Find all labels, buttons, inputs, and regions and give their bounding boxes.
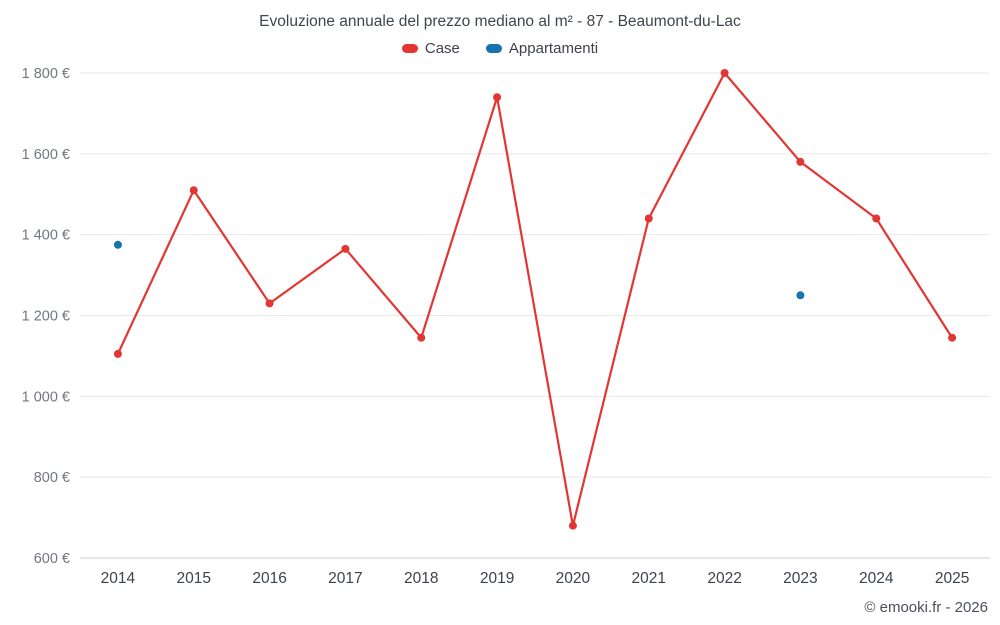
case-data-point[interactable] (948, 333, 957, 342)
x-axis-tick-label: 2020 (556, 570, 591, 587)
case-data-point[interactable] (720, 69, 729, 77)
x-axis-tick-label: 2021 (632, 570, 666, 587)
x-axis-tick-label: 2018 (404, 570, 438, 587)
case-data-point[interactable] (113, 349, 122, 358)
appartamenti-data-point[interactable] (796, 291, 805, 300)
appartamenti-data-point[interactable] (113, 240, 122, 249)
x-axis-tick-label: 2017 (328, 570, 362, 587)
y-axis-tick-label: 1 000 € (22, 389, 70, 405)
x-axis-tick-label: 2022 (707, 570, 741, 587)
y-axis-tick-label: 1 200 € (22, 309, 70, 325)
legend-label-case: Case (424, 40, 460, 57)
case-data-point[interactable] (644, 214, 653, 223)
x-axis-tick-label: 2019 (480, 570, 514, 587)
x-axis-tick-label: 2023 (783, 570, 817, 587)
case-data-point[interactable] (265, 299, 274, 308)
x-axis-tick-label: 2024 (859, 570, 894, 587)
case-data-point[interactable] (568, 521, 577, 530)
case-data-point[interactable] (189, 186, 198, 195)
chart-legend: Case Appartamenti (0, 40, 1000, 57)
chart-credit: © emooki.fr - 2026 (864, 599, 988, 616)
case-series-marker-icon (401, 44, 418, 53)
y-axis-tick-label: 800 € (34, 470, 70, 486)
case-data-point[interactable] (493, 93, 502, 102)
case-data-point[interactable] (341, 244, 350, 253)
x-axis-tick-label: 2025 (935, 570, 969, 587)
legend-item-case[interactable]: Case (401, 40, 460, 57)
x-axis-tick-label: 2014 (101, 570, 136, 587)
chart-title: Evoluzione annuale del prezzo mediano al… (259, 13, 741, 30)
legend-item-appartamenti[interactable]: Appartamenti (485, 40, 599, 57)
case-data-point[interactable] (872, 214, 881, 223)
case-data-point[interactable] (417, 333, 426, 342)
appartamenti-series-marker-icon (485, 44, 502, 53)
y-axis-tick-label: 600 € (34, 551, 70, 567)
y-axis-tick-label: 1 600 € (22, 147, 70, 163)
case-data-point[interactable] (796, 157, 805, 166)
y-axis-tick-label: 1 800 € (22, 66, 70, 82)
case-line (116, 71, 954, 527)
x-axis-tick-label: 2016 (252, 570, 286, 587)
x-axis-tick-label: 2015 (177, 570, 211, 587)
y-axis-tick-label: 1 400 € (22, 228, 70, 244)
legend-label-appartamenti: Appartamenti (508, 40, 599, 57)
